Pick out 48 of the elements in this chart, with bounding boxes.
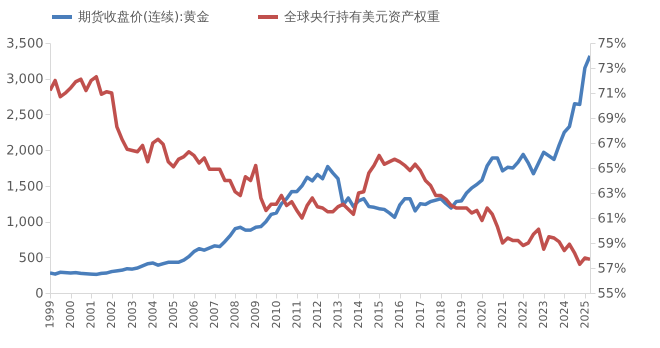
legend-label: 全球央行持有美元资产权重: [284, 9, 440, 25]
x-tick-label: 2002: [105, 300, 118, 328]
x-tick-label: 2020: [476, 300, 488, 328]
legend-label: 期货收盘价(连续):黄金: [78, 10, 210, 25]
y-tick-label: 3,500: [6, 36, 44, 52]
x-tick-label: 2005: [166, 300, 180, 328]
x-tick-label: 2001: [84, 300, 98, 328]
x-tick-label: 2021: [496, 300, 510, 328]
y-tick-label: 0: [35, 286, 44, 302]
y2-tick-label: 57%: [598, 262, 626, 276]
y2-tick-label: 73%: [598, 62, 626, 76]
x-tick-label: 2019: [454, 300, 468, 328]
x-tick-label: 2023: [537, 300, 550, 328]
x-tick-label: 2015: [372, 300, 386, 328]
x-tick-label: 2004: [146, 300, 160, 328]
y-tick-label: 3,000: [6, 72, 44, 88]
x-tick-label: 2010: [270, 300, 283, 328]
y-tick-label: 1,500: [6, 179, 44, 194]
x-tick-label: 2022: [516, 300, 530, 328]
y-tick-label: 1,000: [6, 215, 44, 230]
y2-tick-label: 75%: [598, 36, 626, 52]
x-tick-label: 2017: [414, 300, 427, 328]
y2-tick-label: 61%: [598, 212, 626, 226]
x-tick-label: 2012: [310, 300, 324, 328]
x-tick-label: 2000: [64, 300, 78, 328]
y-tick-label: 2,500: [6, 108, 44, 123]
x-tick-label: 2018: [434, 300, 448, 328]
x-tick-label: 2016: [393, 300, 406, 328]
y-tick-label: 500: [18, 250, 44, 266]
x-tick-label: 2025: [578, 300, 592, 328]
x-tick-label: 2011: [290, 300, 304, 328]
y2-tick-label: 63%: [598, 186, 626, 202]
y2-tick-label: 65%: [598, 162, 626, 176]
x-tick-label: 2014: [352, 300, 366, 328]
x-tick-label: 2024: [558, 300, 571, 328]
x-tick-label: 1999: [44, 300, 56, 328]
y2-tick-label: 55%: [598, 286, 626, 302]
x-tick-label: 2009: [249, 300, 262, 328]
y2-tick-label: 59%: [598, 236, 626, 252]
y2-tick-label: 67%: [598, 136, 626, 152]
y-tick-label: 2,000: [6, 144, 44, 159]
x-tick-label: 2003: [126, 300, 139, 328]
y2-tick-label: 71%: [598, 86, 626, 102]
x-tick-label: 2008: [228, 300, 242, 328]
x-tick-label: 2006: [188, 300, 200, 328]
y2-tick-label: 69%: [598, 112, 626, 126]
x-tick-label: 2007: [208, 300, 222, 328]
x-tick-label: 2013: [332, 300, 344, 328]
